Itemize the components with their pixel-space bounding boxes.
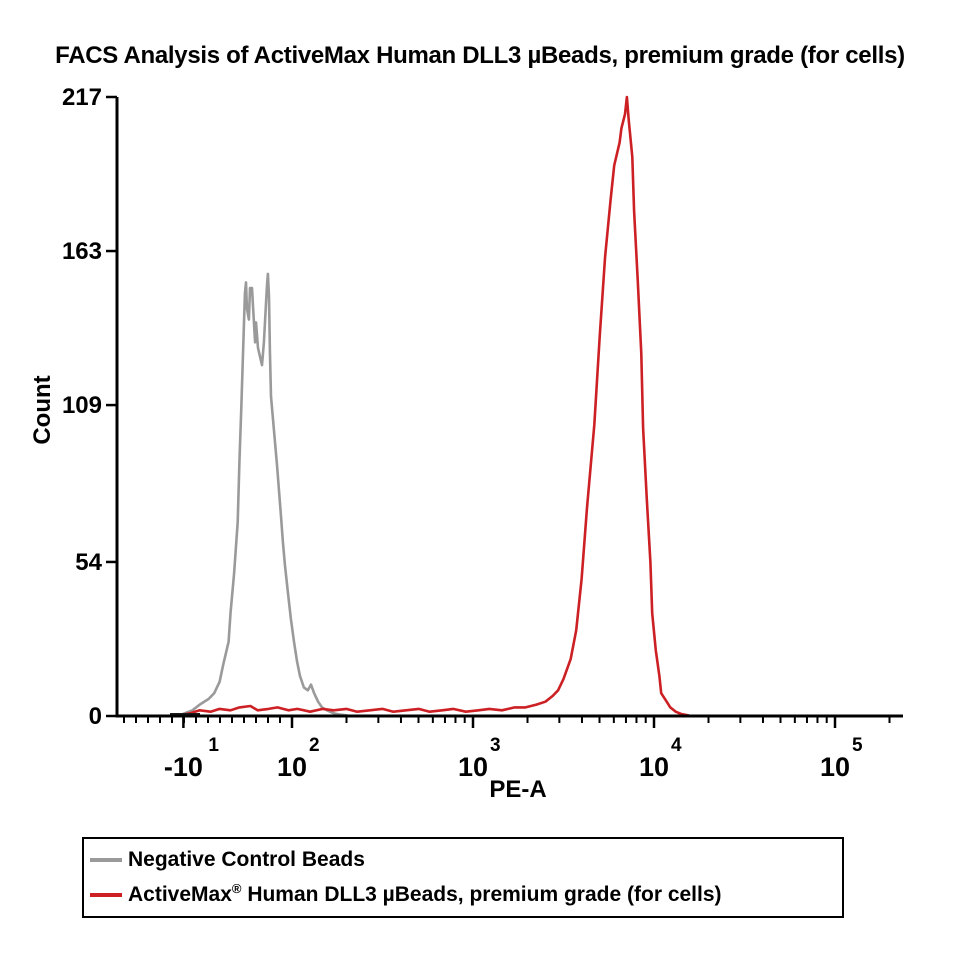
- x-tick-base: 10: [458, 752, 488, 782]
- x-axis-title: PE-A: [489, 776, 546, 803]
- x-axis-minor-ticks: [123, 717, 891, 723]
- x-tick-exponent: 4: [671, 735, 682, 756]
- axes: [115, 97, 903, 718]
- x-tick-exponent: 1: [208, 735, 219, 756]
- y-tick-label: 54: [75, 549, 102, 576]
- y-tick-label: 217: [62, 84, 102, 111]
- legend-label-activemax-beads: ActiveMax® Human DLL3 µBeads, premium gr…: [128, 881, 722, 907]
- legend-item-negative-control: Negative Control Beads: [90, 848, 836, 871]
- x-tick-exponent: 5: [852, 735, 863, 756]
- legend-box: Negative Control Beads ActiveMax® Human …: [82, 837, 844, 918]
- red-line-swatch: [90, 892, 122, 897]
- legend-item-activemax-beads: ActiveMax® Human DLL3 µBeads, premium gr…: [90, 882, 836, 906]
- x-tick-exponent: 3: [490, 735, 501, 756]
- x-tick-exponent: 2: [309, 735, 320, 756]
- y-axis-ticks: 0 54 109 163 217: [62, 84, 117, 730]
- activemax-beads-curve: [178, 95, 690, 717]
- x-tick-base: 10: [639, 752, 669, 782]
- negative-control-curve: [176, 272, 349, 718]
- x-tick-base: 10: [277, 752, 307, 782]
- y-axis-title: Count: [29, 375, 56, 444]
- x-tick-base: 10: [820, 752, 850, 782]
- chart-title: FACS Analysis of ActiveMax Human DLL3 µB…: [55, 42, 905, 69]
- legend-label-negative-control: Negative Control Beads: [128, 848, 365, 872]
- y-tick-label: 0: [89, 703, 102, 730]
- y-tick-label: 163: [62, 238, 102, 265]
- y-tick-label: 109: [62, 392, 102, 419]
- gray-line-swatch: [90, 858, 122, 862]
- x-tick-base: -10: [164, 752, 203, 782]
